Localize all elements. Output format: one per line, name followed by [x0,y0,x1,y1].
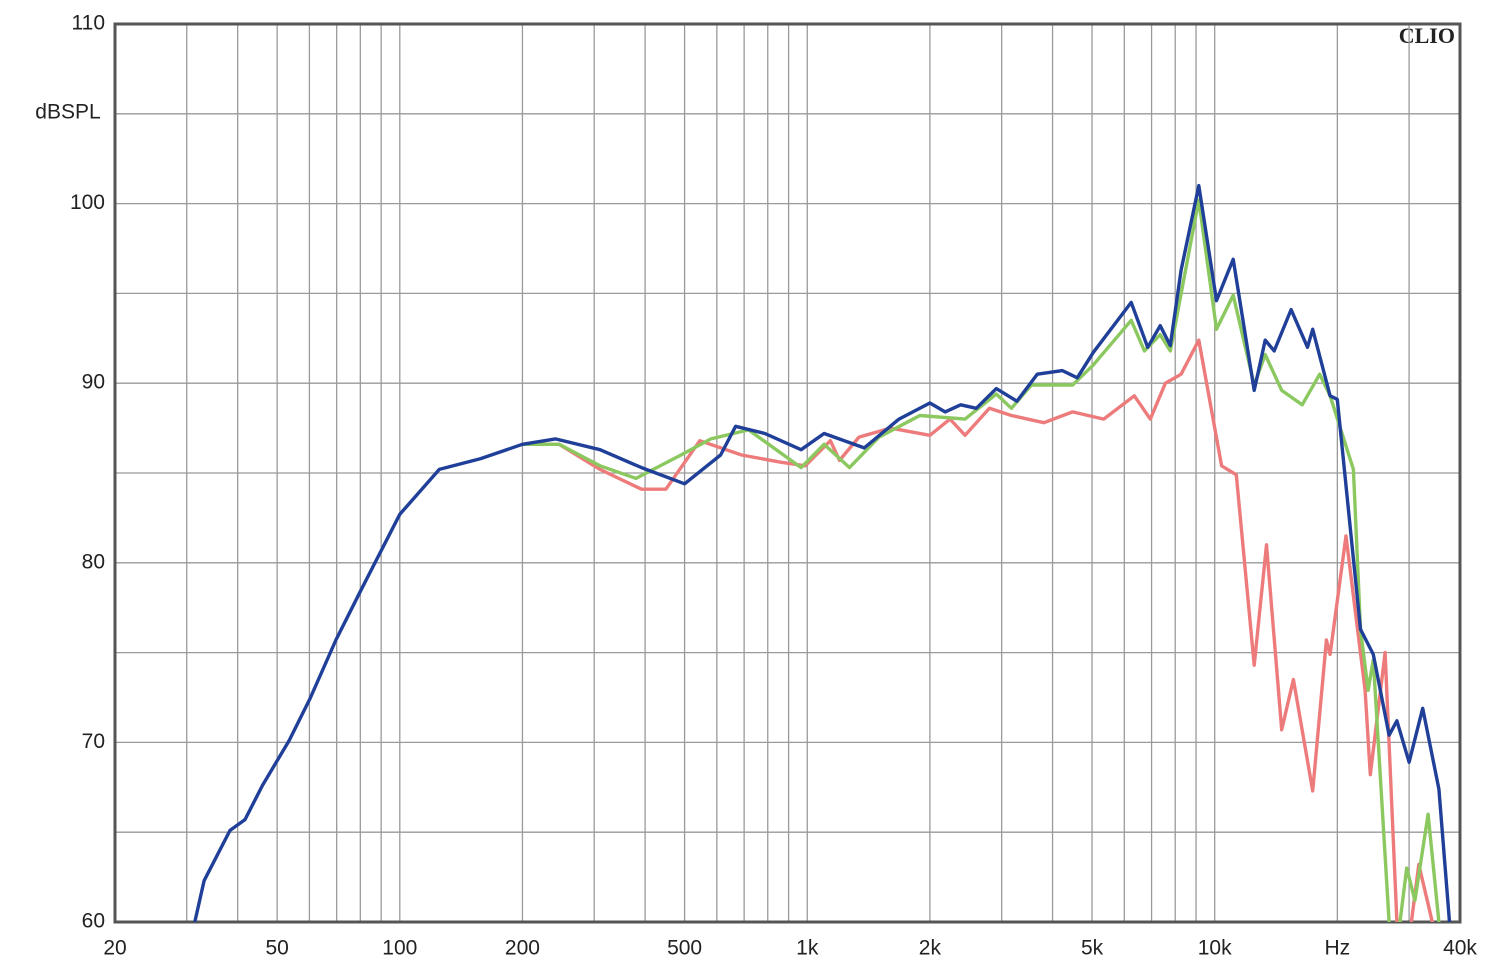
plot-area [193,183,1452,922]
x-tick-label: 5k [1081,937,1104,960]
plot-frame [113,22,1462,924]
x-tick-label: 100 [382,937,417,960]
annotation: CLIO [1399,23,1455,48]
x-tick-label: 40k [1443,937,1477,960]
x-tick-label: Hz [1325,937,1351,960]
x-tick-label: 2k [919,937,942,960]
y-tick-label: 110 [72,12,105,35]
x-tick-label: 200 [505,937,540,960]
series-line [520,338,1434,922]
series-line [193,183,1452,922]
x-tick-label: 20 [103,937,126,960]
x-tick-label: 50 [265,937,288,960]
x-tick-label: 10k [1198,937,1232,960]
y-axis-label: dBSPL [35,101,100,124]
y-tick-label: 90 [82,371,105,394]
y-tick-label: 70 [82,730,105,753]
x-tick-label: 1k [796,937,819,960]
y-tick-label: 80 [82,550,105,573]
series-line [520,198,1441,922]
y-tick-label: 60 [82,910,105,933]
x-tick-label: 500 [667,937,702,960]
y-tick-label: 100 [70,191,105,214]
